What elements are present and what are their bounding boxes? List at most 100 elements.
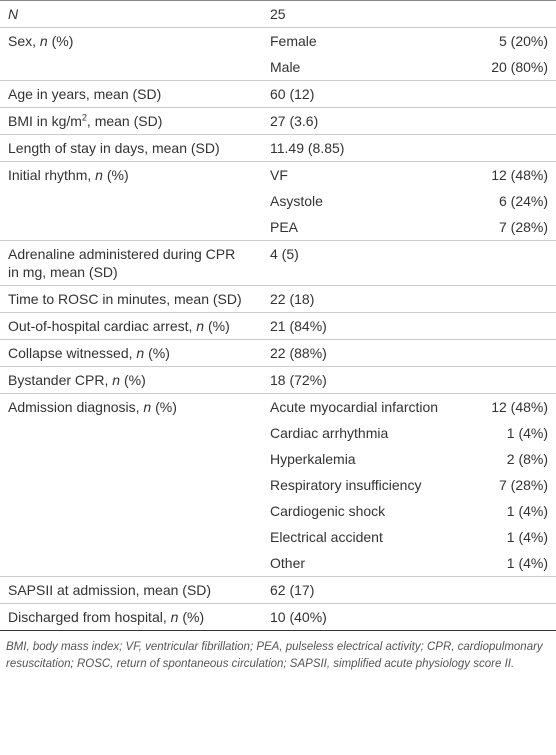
row-value: 4 (5) xyxy=(262,240,556,286)
characteristics-table: N 25 Sex, n (%) Female 5 (20%) Male 20 (80%) Ag… xyxy=(0,0,556,631)
label-part: N xyxy=(8,6,19,22)
item-name: Acute myocardial infarction xyxy=(262,393,452,420)
item-name: PEA xyxy=(270,219,299,235)
row-label: Age in years, mean (SD) xyxy=(0,80,262,108)
item-value: 1 (4%) xyxy=(506,425,549,441)
label-part: Sex, xyxy=(8,33,40,49)
row-label: Sex, n (%) xyxy=(0,27,262,81)
row-label: Initial rhythm, n (%) xyxy=(0,161,262,241)
footnote: BMI, body mass index; VF, ventricular fi… xyxy=(6,641,543,670)
table-row: Asystole 6 (24%) xyxy=(0,188,556,214)
table-row: Hyperkalemia 2 (8%) xyxy=(0,446,556,472)
row-label: Collapse witnessed, n (%) xyxy=(0,339,262,367)
item-name: Electrical accident xyxy=(270,529,383,545)
row-value: 22 (18) xyxy=(262,285,556,313)
table-row: Discharged from hospital, n (%) 10 (40%) xyxy=(0,603,556,631)
table-row: N 25 xyxy=(0,1,556,28)
row-label: Bystander CPR, n (%) xyxy=(0,366,262,394)
item-value: 12 (48%) xyxy=(452,393,556,420)
label-part: Discharged from hospital, xyxy=(8,609,171,625)
label-part: Length of stay in days, mean (SD) xyxy=(8,140,220,156)
label-part: (%) xyxy=(178,609,205,625)
item-name: Cardiac arrhythmia xyxy=(270,425,389,441)
item-name: Male xyxy=(270,59,301,75)
item-name: Hyperkalemia xyxy=(270,451,356,467)
label-part: Out-of-hospital cardiac arrest, xyxy=(8,318,197,334)
table-row: BMI in kg/m2, mean (SD) 27 (3.6) xyxy=(0,107,556,135)
item-name: Asystole xyxy=(270,193,323,209)
row-value: 22 (88%) xyxy=(262,339,556,367)
row-value: 25 xyxy=(270,6,286,22)
label-part: Admission diagnosis, xyxy=(8,399,144,415)
item-name: VF xyxy=(262,161,452,188)
table-body: N 25 Sex, n (%) Female 5 (20%) Male 20 (80%) Ag… xyxy=(0,1,556,631)
table-row: SAPSII at admission, mean (SD) 62 (17) xyxy=(0,576,556,604)
row-value: 18 (72%) xyxy=(262,366,556,394)
label-part: (%) xyxy=(120,372,146,388)
label-part: Bystander CPR, xyxy=(8,372,113,388)
table-row: Adrenaline administered during CPR in mg… xyxy=(0,240,556,286)
label-part: Collapse witnessed, xyxy=(8,345,137,361)
row-label: N xyxy=(0,1,262,28)
table-row: Male 20 (80%) xyxy=(0,54,556,81)
row-value: 10 (40%) xyxy=(262,603,556,631)
item-value: 5 (20%) xyxy=(452,27,556,54)
item-value: 20 (80%) xyxy=(491,59,549,75)
label-part: Age in years, mean (SD) xyxy=(8,86,162,102)
row-value: 21 (84%) xyxy=(262,312,556,340)
label-part: n xyxy=(196,318,205,334)
table-row: Collapse witnessed, n (%) 22 (88%) xyxy=(0,339,556,367)
row-label: Time to ROSC in minutes, mean (SD) xyxy=(0,285,262,313)
label-part: (%) xyxy=(144,345,170,361)
label-part: 2 xyxy=(81,112,87,123)
table-row: Out-of-hospital cardiac arrest, n (%) 21 … xyxy=(0,312,556,340)
item-value: 1 (4%) xyxy=(506,529,549,545)
table-row: Age in years, mean (SD) 60 (12) xyxy=(0,80,556,108)
row-value: 27 (3.6) xyxy=(262,107,556,135)
table-row: Respiratory insufficiency 7 (28%) xyxy=(0,472,556,498)
table-row: Electrical accident 1 (4%) xyxy=(0,524,556,550)
row-label: Admission diagnosis, n (%) xyxy=(0,393,262,577)
label-part: , mean (SD) xyxy=(86,113,163,129)
item-name: Other xyxy=(270,555,306,571)
label-part: n xyxy=(95,167,103,183)
table-row: Time to ROSC in minutes, mean (SD) 22 (18… xyxy=(0,285,556,313)
label-part: (%) xyxy=(47,33,74,49)
row-value: 60 (12) xyxy=(262,80,556,108)
row-label: Discharged from hospital, n (%) xyxy=(0,603,262,631)
row-label: SAPSII at admission, mean (SD) xyxy=(0,576,262,604)
table-row: PEA 7 (28%) xyxy=(0,214,556,241)
label-part: (%) xyxy=(102,167,129,183)
item-value: 7 (28%) xyxy=(498,219,549,235)
table-row: Initial rhythm, n (%) VF 12 (48%) xyxy=(0,161,556,241)
item-value: 2 (8%) xyxy=(506,451,549,467)
row-value: 62 (17) xyxy=(262,576,556,604)
item-value: 1 (4%) xyxy=(506,503,549,519)
item-value: 7 (28%) xyxy=(498,477,549,493)
table-row: Bystander CPR, n (%) 18 (72%) xyxy=(0,366,556,394)
row-label: Adrenaline administered during CPR in mg… xyxy=(0,240,262,286)
label-part: Time to ROSC in minutes, mean (SD) xyxy=(8,291,242,307)
label-part: n xyxy=(39,33,48,49)
item-value: 1 (4%) xyxy=(506,555,549,571)
label-part: n xyxy=(170,609,179,625)
table-row: Admission diagnosis, n (%) Acute myocardi… xyxy=(0,393,556,577)
row-label: Out-of-hospital cardiac arrest, n (%) xyxy=(0,312,262,340)
label-part: BMI in kg/m xyxy=(8,113,82,129)
label-part: SAPSII at admission, mean (SD) xyxy=(8,582,212,598)
label-part: Initial rhythm, xyxy=(8,167,96,183)
table-row: Other 1 (4%) xyxy=(0,550,556,577)
item-name: Female xyxy=(262,27,452,54)
row-label: BMI in kg/m2, mean (SD) xyxy=(0,107,262,135)
table-row: Cardiogenic shock 1 (4%) xyxy=(0,498,556,524)
label-part: n xyxy=(112,372,121,388)
item-value: 12 (48%) xyxy=(452,161,556,188)
row-value: 11.49 (8.85) xyxy=(262,134,556,162)
row-label: Length of stay in days, mean (SD) xyxy=(0,134,262,162)
label-part: (%) xyxy=(151,399,177,415)
item-name: Respiratory insufficiency xyxy=(270,477,422,493)
table-row: Cardiac arrhythmia 1 (4%) xyxy=(0,420,556,446)
table-row: Length of stay in days, mean (SD) 11.49 (… xyxy=(0,134,556,162)
item-name: Cardiogenic shock xyxy=(270,503,386,519)
